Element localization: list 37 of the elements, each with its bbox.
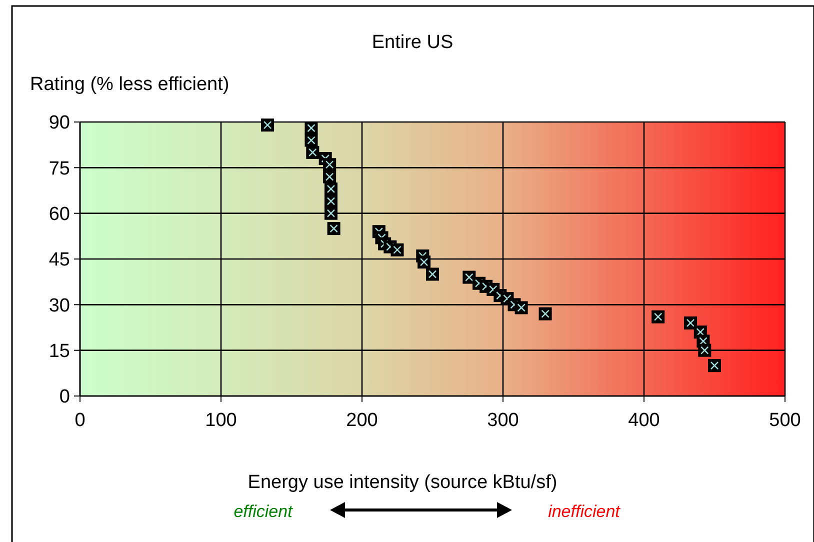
point [324,206,338,220]
point [708,359,721,372]
y-tick-label: 0 [59,386,70,408]
point [514,301,528,314]
y-axis-title: Rating (% less efficient) [30,74,230,95]
point [323,158,336,172]
point [323,170,336,184]
point [538,307,552,320]
x-tick-label: 500 [769,410,801,431]
chart-title: Entire US [372,32,454,53]
point [684,316,698,330]
y-tick-label: 60 [48,204,70,225]
point [327,222,340,236]
point [426,268,439,281]
y-tick-label: 15 [48,340,70,362]
y-tick-label: 30 [48,295,70,316]
x-tick-label: 100 [205,410,237,431]
x-tick-label: 0 [74,410,86,431]
point [324,182,338,196]
x-tick-label: 400 [628,410,660,431]
point [418,256,431,269]
point [324,194,338,208]
text: inefficient [548,502,622,521]
point [698,344,712,357]
point [304,122,318,135]
text: efficient [234,502,294,521]
point [390,243,404,256]
y-tick-label: 75 [48,158,70,180]
point [306,146,320,159]
y-tick-label: 90 [48,112,70,134]
y-tick-label: 45 [48,250,70,271]
point [304,134,318,147]
x-axis-title: Energy use intensity (source kBtu/sf) [248,472,558,493]
x-tick-label: 200 [346,410,378,431]
x-tick-label: 300 [487,410,519,431]
point [652,310,665,324]
point [261,118,274,132]
